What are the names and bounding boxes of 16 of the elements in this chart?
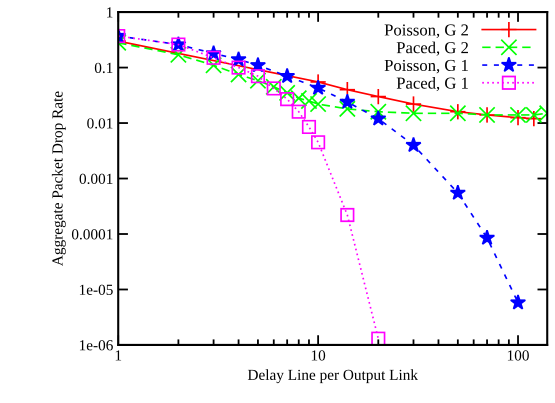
y-axis-title: Aggregate Packet Drop Rate — [52, 91, 66, 266]
y-tick-label: 1 — [107, 7, 112, 18]
legend-label: Paced, G 1 — [396, 77, 468, 92]
x-tick-label: 100 — [508, 350, 529, 361]
x-axis-title: Delay Line per Output Link — [248, 369, 418, 384]
y-tick-label: 0.0001 — [72, 229, 112, 240]
x-tick-label: 1 — [116, 350, 122, 360]
legend-label: Poisson, G 2 — [384, 24, 468, 38]
x-tick-label: 10 — [312, 350, 326, 361]
y-tick-label: 1e-05 — [80, 284, 113, 295]
legend-label: Paced, G 2 — [396, 42, 468, 56]
y-tick-label: 0.1 — [94, 62, 112, 74]
y-tick-label: 1e-06 — [80, 340, 113, 350]
y-tick-label: 0.001 — [80, 174, 112, 184]
legend-label: Poisson, G 1 — [384, 60, 468, 74]
y-tick-label: 0.01 — [87, 118, 112, 129]
